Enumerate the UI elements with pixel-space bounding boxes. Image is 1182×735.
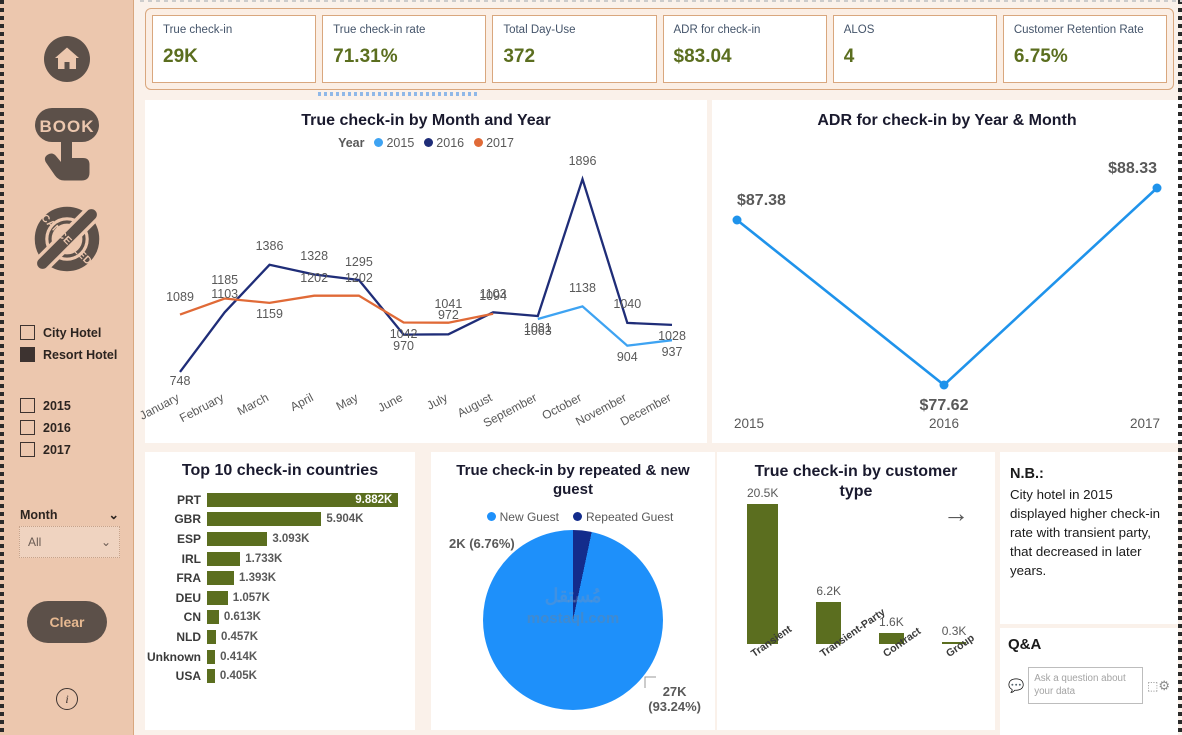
svg-text:$87.38: $87.38 <box>737 192 786 209</box>
svg-text:1063: 1063 <box>524 324 552 338</box>
svg-text:1328: 1328 <box>300 249 328 263</box>
svg-text:1185: 1185 <box>211 273 238 287</box>
svg-text:May: May <box>334 390 361 413</box>
svg-text:970: 970 <box>393 339 414 353</box>
svg-text:1041: 1041 <box>434 297 462 311</box>
svg-text:$88.33: $88.33 <box>1108 160 1157 177</box>
svg-text:April: April <box>288 390 316 414</box>
svg-text:1089: 1089 <box>166 290 194 304</box>
svg-text:February: February <box>177 390 226 425</box>
svg-text:1159: 1159 <box>256 307 283 321</box>
svg-text:June: June <box>375 390 405 415</box>
svg-text:1202: 1202 <box>300 271 328 285</box>
svg-text:904: 904 <box>617 350 638 364</box>
svg-text:1103: 1103 <box>211 287 238 301</box>
svg-text:748: 748 <box>170 374 191 388</box>
svg-text:1386: 1386 <box>256 239 284 253</box>
svg-text:937: 937 <box>662 345 683 359</box>
svg-text:2016: 2016 <box>929 416 959 430</box>
svg-text:1295: 1295 <box>345 255 373 269</box>
svg-text:1896: 1896 <box>569 154 597 168</box>
svg-text:1042: 1042 <box>390 327 418 341</box>
svg-text:1202: 1202 <box>345 271 373 285</box>
svg-text:1094: 1094 <box>479 289 507 303</box>
svg-text:$77.62: $77.62 <box>920 397 969 414</box>
svg-text:1040: 1040 <box>613 297 641 311</box>
svg-text:2015: 2015 <box>734 416 764 430</box>
svg-text:December: December <box>618 390 673 428</box>
svg-text:1138: 1138 <box>569 281 596 295</box>
svg-text:1028: 1028 <box>658 329 686 343</box>
svg-text:July: July <box>424 390 449 412</box>
svg-text:2017: 2017 <box>1130 416 1160 430</box>
svg-text:March: March <box>235 390 271 418</box>
svg-text:January: January <box>137 390 181 422</box>
